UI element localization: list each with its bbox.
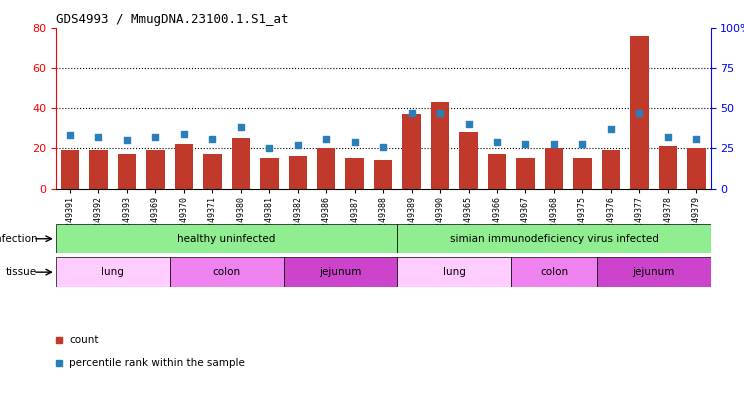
Bar [459,132,478,189]
Bar [488,154,506,189]
Bar [630,35,649,189]
Bar [56,224,397,253]
Point [377,143,389,150]
Text: count: count [69,336,98,345]
Point [92,134,104,140]
Point [150,134,161,140]
Text: healthy uninfected: healthy uninfected [177,234,276,244]
Bar [397,224,711,253]
Bar [203,154,222,189]
Bar [231,138,250,189]
Point [548,140,560,147]
Point [690,136,702,142]
Bar [658,146,677,189]
Point [64,132,76,139]
Point [577,140,589,147]
Point [235,124,247,130]
Bar [397,257,511,287]
Point [519,140,531,147]
Point [349,139,361,145]
Text: jejunum: jejunum [319,267,362,277]
Bar [260,158,278,189]
Bar [170,257,283,287]
Bar [687,148,705,189]
Bar [573,158,591,189]
Bar [283,257,397,287]
Point [263,145,275,151]
Bar [431,102,449,189]
Text: lung: lung [101,267,124,277]
Bar [345,158,364,189]
Bar [516,158,535,189]
Point [662,134,674,140]
Point [320,136,332,142]
Bar [289,156,307,189]
Point [206,136,218,142]
Text: GDS4993 / MmugDNA.23100.1.S1_at: GDS4993 / MmugDNA.23100.1.S1_at [56,13,289,26]
Point [292,142,304,148]
Text: colon: colon [540,267,568,277]
Point [463,121,475,127]
Bar [597,257,711,287]
Point [121,137,133,143]
Bar [403,114,421,189]
Text: jejunum: jejunum [632,267,675,277]
Point [491,139,503,145]
Text: simian immunodeficiency virus infected: simian immunodeficiency virus infected [449,234,658,244]
Bar [89,151,108,189]
Bar [374,160,392,189]
Text: tissue: tissue [6,267,37,277]
Text: colon: colon [213,267,240,277]
Text: percentile rank within the sample: percentile rank within the sample [69,358,245,368]
Bar [61,151,80,189]
Text: lung: lung [443,267,466,277]
Bar [317,148,336,189]
Point [434,110,446,116]
Text: infection: infection [0,234,37,244]
Bar [56,257,170,287]
Bar [511,257,597,287]
Bar [175,144,193,189]
Point [633,110,645,116]
Point [605,126,617,132]
Bar [545,148,563,189]
Bar [602,151,620,189]
Point [405,110,417,116]
Bar [146,151,164,189]
Point [178,131,190,137]
Bar [118,154,136,189]
